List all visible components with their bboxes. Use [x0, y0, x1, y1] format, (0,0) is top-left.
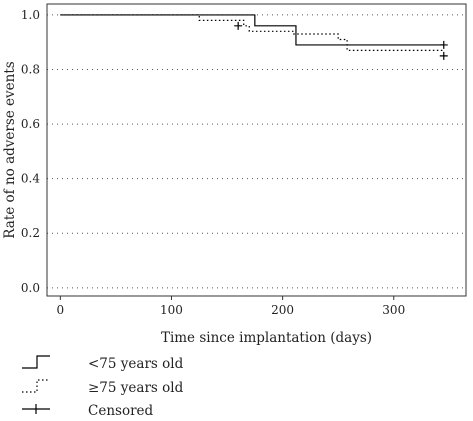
- x-tick-label: 300: [382, 303, 405, 317]
- legend-dotted-step-icon: [22, 379, 50, 393]
- legend-censor-icon: [22, 404, 50, 414]
- y-tick-label: 0.0: [21, 281, 40, 295]
- censor-mark: [439, 40, 448, 49]
- legend: <75 years old ≥75 years old Censored: [22, 355, 184, 419]
- y-tick-label: 1.0: [21, 8, 40, 22]
- axis-ticks: 0.0 0.2 0.4 0.6 0.8 1.0 0 100 200 300: [21, 8, 405, 317]
- y-tick-label: 0.2: [21, 226, 40, 240]
- legend-label-75-and-over: ≥75 years old: [88, 380, 184, 396]
- censor-mark: [234, 21, 243, 30]
- y-axis-label: Rate of no adverse events: [2, 61, 18, 238]
- x-tick-label: 0: [57, 303, 65, 317]
- y-tick-label: 0.6: [21, 117, 40, 131]
- y-tick-label: 0.4: [21, 172, 40, 186]
- series-line-0: [60, 14, 444, 46]
- x-tick-label: 100: [160, 303, 183, 317]
- x-tick-label: 200: [271, 303, 294, 317]
- legend-solid-step-icon: [22, 355, 50, 369]
- x-axis-label: Time since implantation (days): [161, 330, 372, 346]
- y-tick-label: 0.8: [21, 62, 40, 76]
- censor-marks: [234, 21, 448, 60]
- legend-label-censored: Censored: [88, 403, 154, 419]
- plot-frame: [46, 3, 467, 297]
- series-lines: [60, 14, 444, 51]
- gridlines: [47, 14, 466, 289]
- legend-label-under-75: <75 years old: [88, 356, 184, 372]
- censor-mark: [439, 51, 448, 60]
